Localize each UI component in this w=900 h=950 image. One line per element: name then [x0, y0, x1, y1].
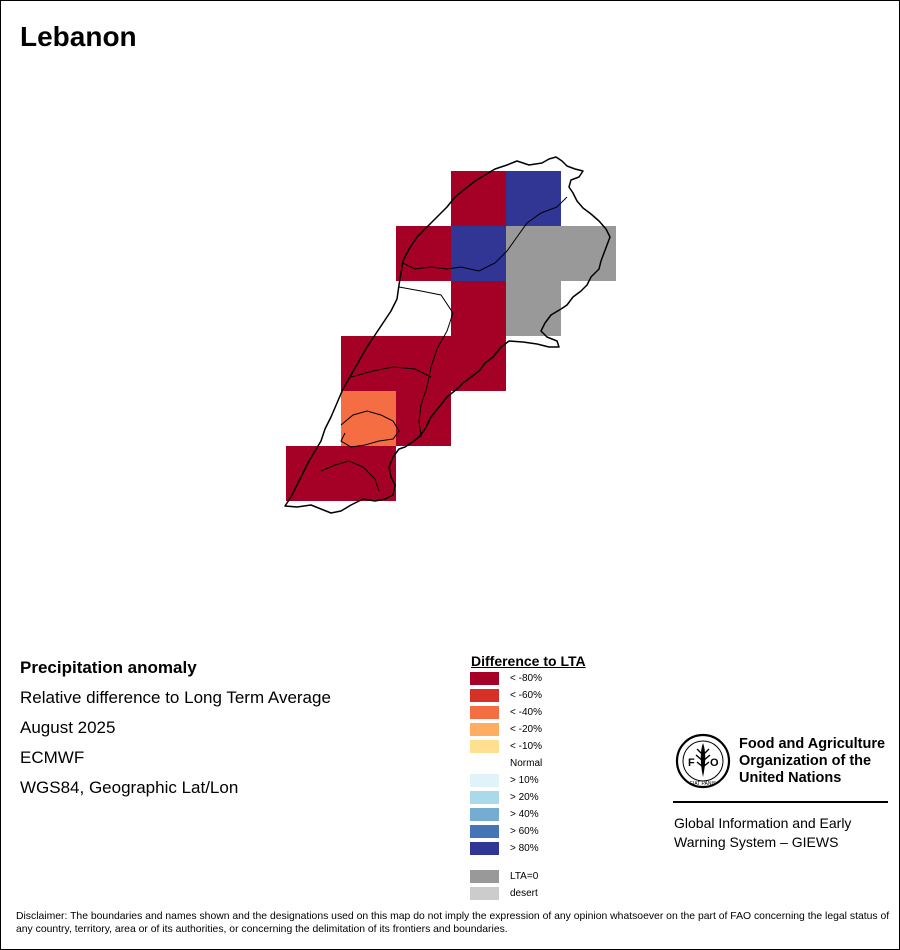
- legend-label: < -80%: [510, 673, 542, 684]
- legend-label: Normal: [510, 758, 543, 769]
- legend-swatch: [470, 774, 499, 787]
- legend-swatch: [470, 672, 499, 685]
- grid-cell: [451, 336, 506, 391]
- grid-cell: [451, 281, 506, 336]
- legend-swatch: [470, 825, 499, 838]
- grid-cell: [286, 446, 341, 501]
- legend-swatch: [470, 808, 499, 821]
- legend-label: < -40%: [510, 707, 542, 718]
- grid-cell: [396, 391, 451, 446]
- fao-logo-icon: F O FIAT PANIS: [675, 733, 731, 789]
- giews-line2: Warning System – GIEWS: [674, 834, 839, 850]
- fao-logo-o: O: [710, 757, 719, 769]
- grid-cell: [506, 171, 561, 226]
- grid-cell: [506, 281, 561, 336]
- grid-cell: [396, 226, 451, 281]
- giews-line1: Global Information and Early: [674, 815, 852, 831]
- legend-label: > 10%: [510, 775, 539, 786]
- fao-logo-motto: FIAT PANIS: [690, 781, 717, 787]
- admin-boundary: [320, 460, 380, 492]
- legend-swatch: [470, 791, 499, 804]
- map-source: ECMWF: [20, 748, 85, 767]
- fao-name: Food and Agriculture Organization of the…: [739, 736, 885, 787]
- admin-boundary: [398, 286, 454, 438]
- grid-cell: [506, 226, 561, 281]
- legend-title: Difference to LTA: [471, 653, 586, 669]
- fao-logo-f: F: [688, 757, 695, 769]
- legend-label: LTA=0: [510, 871, 539, 882]
- grid-cell: [396, 336, 451, 391]
- legend-swatch: [470, 887, 499, 900]
- anomaly-grid: [286, 171, 616, 501]
- grid-cell: [341, 391, 396, 446]
- legend-swatch: [470, 706, 499, 719]
- disclaimer: Disclaimer: The boundaries and names sho…: [16, 911, 890, 935]
- map-projection: WGS84, Geographic Lat/Lon: [20, 778, 239, 797]
- map-period: August 2025: [20, 718, 116, 737]
- admin-boundary: [350, 366, 432, 378]
- fao-name-line1: Food and Agriculture: [739, 736, 886, 752]
- country-outline: [284, 156, 611, 514]
- grid-cell: [451, 171, 506, 226]
- legend-label: > 80%: [510, 843, 539, 854]
- giews-name: Global Information and Early Warning Sys…: [674, 814, 894, 852]
- page-title: Lebanon: [20, 21, 137, 52]
- legend-label: > 60%: [510, 826, 539, 837]
- fao-name-line3: United Nations: [739, 770, 842, 786]
- grid-cell: [341, 446, 396, 501]
- legend-swatch: [470, 723, 499, 736]
- legend-label: < -60%: [510, 690, 542, 701]
- map-heading: Precipitation anomaly: [20, 658, 197, 677]
- legend-label: > 20%: [510, 792, 539, 803]
- fao-divider: [673, 801, 888, 803]
- fao-name-line2: Organization of the: [739, 753, 872, 769]
- legend-swatch: [470, 689, 499, 702]
- admin-boundary: [340, 410, 400, 448]
- legend-label: desert: [510, 888, 538, 899]
- admin-boundary: [402, 196, 568, 272]
- grid-cell: [561, 226, 616, 281]
- legend-label: < -10%: [510, 741, 542, 752]
- legend-swatch: [470, 870, 499, 883]
- legend-label: < -20%: [510, 724, 542, 735]
- map-description: Relative difference to Long Term Average: [20, 688, 331, 707]
- legend-swatch: [470, 842, 499, 855]
- grid-cell: [451, 226, 506, 281]
- legend-label: > 40%: [510, 809, 539, 820]
- legend-swatch: [470, 740, 499, 753]
